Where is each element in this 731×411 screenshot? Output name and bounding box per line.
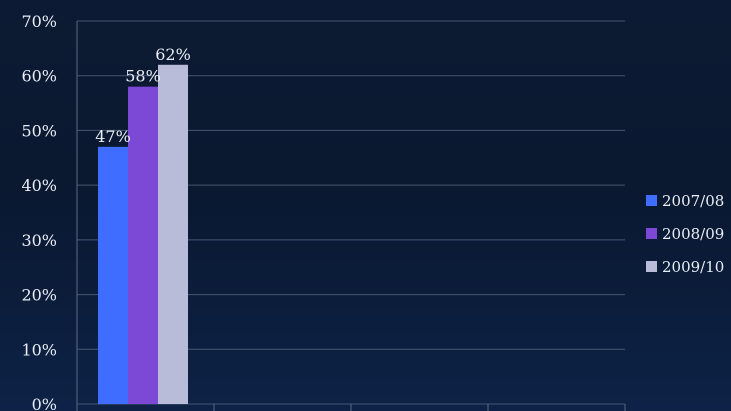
legend-label-2007-08: 2007/08: [662, 191, 725, 210]
legend-item-2007-08: 2007/08: [646, 184, 731, 217]
legend-swatch-2007-08: [646, 195, 657, 206]
data-label-2007-08: 47%: [95, 127, 131, 146]
y-tick-label: 40%: [21, 176, 57, 195]
y-tick-label: 10%: [21, 340, 57, 359]
legend-swatch-2008-09: [646, 228, 657, 239]
chart-legend: 2007/08 2008/09 2009/10: [646, 184, 731, 283]
bar-2008-09: [128, 86, 158, 405]
y-tick-label: 70%: [21, 12, 57, 31]
legend-item-2009-10: 2009/10: [646, 250, 731, 283]
data-label-2009-10: 62%: [155, 45, 191, 64]
y-tick-label: 0%: [32, 395, 57, 411]
y-tick-label: 50%: [21, 121, 57, 140]
bar-2009-10: [158, 64, 188, 405]
bar-2007-08: [98, 146, 128, 405]
legend-item-2008-09: 2008/09: [646, 217, 731, 250]
legend-label-2008-09: 2008/09: [662, 224, 725, 243]
y-tick-label: 20%: [21, 286, 57, 305]
legend-label-2009-10: 2009/10: [662, 257, 725, 276]
data-label-2008-09: 58%: [125, 67, 161, 86]
y-tick-label: 60%: [21, 67, 57, 86]
y-tick-label: 30%: [21, 231, 57, 250]
legend-swatch-2009-10: [646, 261, 657, 272]
